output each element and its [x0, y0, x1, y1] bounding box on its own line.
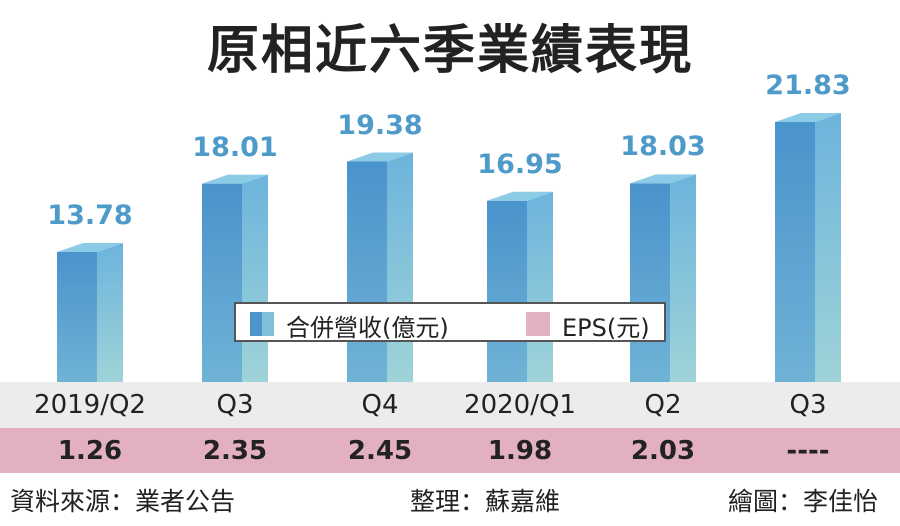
bar-front-face [57, 251, 97, 382]
bar [487, 191, 553, 382]
bar [202, 174, 268, 382]
value-label: 13.78 [47, 199, 133, 231]
eps-value: 2.35 [202, 436, 268, 466]
category-row: 2019/Q2 Q3 Q4 2020/Q1 Q2 Q3 [0, 382, 900, 428]
value-label: 21.83 [765, 69, 851, 101]
eps-value: 2.03 [630, 436, 696, 466]
bar-side-face [527, 191, 553, 382]
editor-note: 整理：蘇嘉維 [410, 487, 561, 516]
category-label: 2019/Q2 [34, 390, 146, 420]
category-label: Q3 [216, 390, 254, 420]
category-label: Q4 [361, 390, 399, 420]
value-label: 18.03 [620, 131, 706, 163]
category-label: Q3 [789, 390, 827, 420]
source-note: 資料來源：業者公告 [10, 487, 236, 516]
value-label: 18.01 [192, 131, 278, 163]
legend-label-revenue: 合併營收(億元) [286, 314, 449, 342]
bar-top-face [775, 112, 841, 122]
illustrator-note: 繪圖：李佳怡 [728, 487, 879, 516]
legend-swatch-eps [526, 312, 550, 336]
category-label: 2020/Q1 [464, 390, 576, 420]
bar-front-face [347, 161, 387, 382]
bar-top-face [57, 242, 123, 252]
eps-row: 1.26 2.35 2.45 1.98 2.03 ---- [0, 428, 900, 473]
bar [630, 174, 696, 382]
category-label: Q2 [644, 390, 682, 420]
value-label: 16.95 [477, 148, 563, 180]
footer: 資料來源：業者公告 整理：蘇嘉維 繪圖：李佳怡 [0, 474, 900, 524]
eps-value: 1.26 [57, 436, 123, 466]
bar-side-face [815, 112, 841, 383]
bar-top-face [487, 191, 553, 201]
legend: 合併營收(億元) EPS(元) [234, 302, 666, 342]
bar [775, 112, 841, 383]
bar-front-face [202, 183, 242, 382]
bar-side-face [387, 152, 413, 382]
bar-top-face [202, 174, 268, 184]
bar [57, 242, 123, 382]
bar-side-face [97, 242, 123, 382]
legend-label-eps: EPS(元) [562, 314, 650, 342]
eps-value: 1.98 [487, 436, 553, 466]
bar-side-face [670, 174, 696, 382]
eps-value: ---- [786, 436, 830, 466]
legend-swatch-revenue [250, 312, 274, 336]
bar-front-face [775, 121, 815, 383]
chart-title: 原相近六季業績表現 [206, 21, 693, 81]
bar-top-face [630, 174, 696, 184]
value-label: 19.38 [337, 109, 423, 141]
bar-side-face [242, 174, 268, 382]
bar-front-face [630, 183, 670, 382]
eps-value: 2.45 [347, 436, 413, 466]
bar-front-face [487, 200, 527, 382]
bar-top-face [347, 152, 413, 162]
bar [347, 152, 413, 382]
